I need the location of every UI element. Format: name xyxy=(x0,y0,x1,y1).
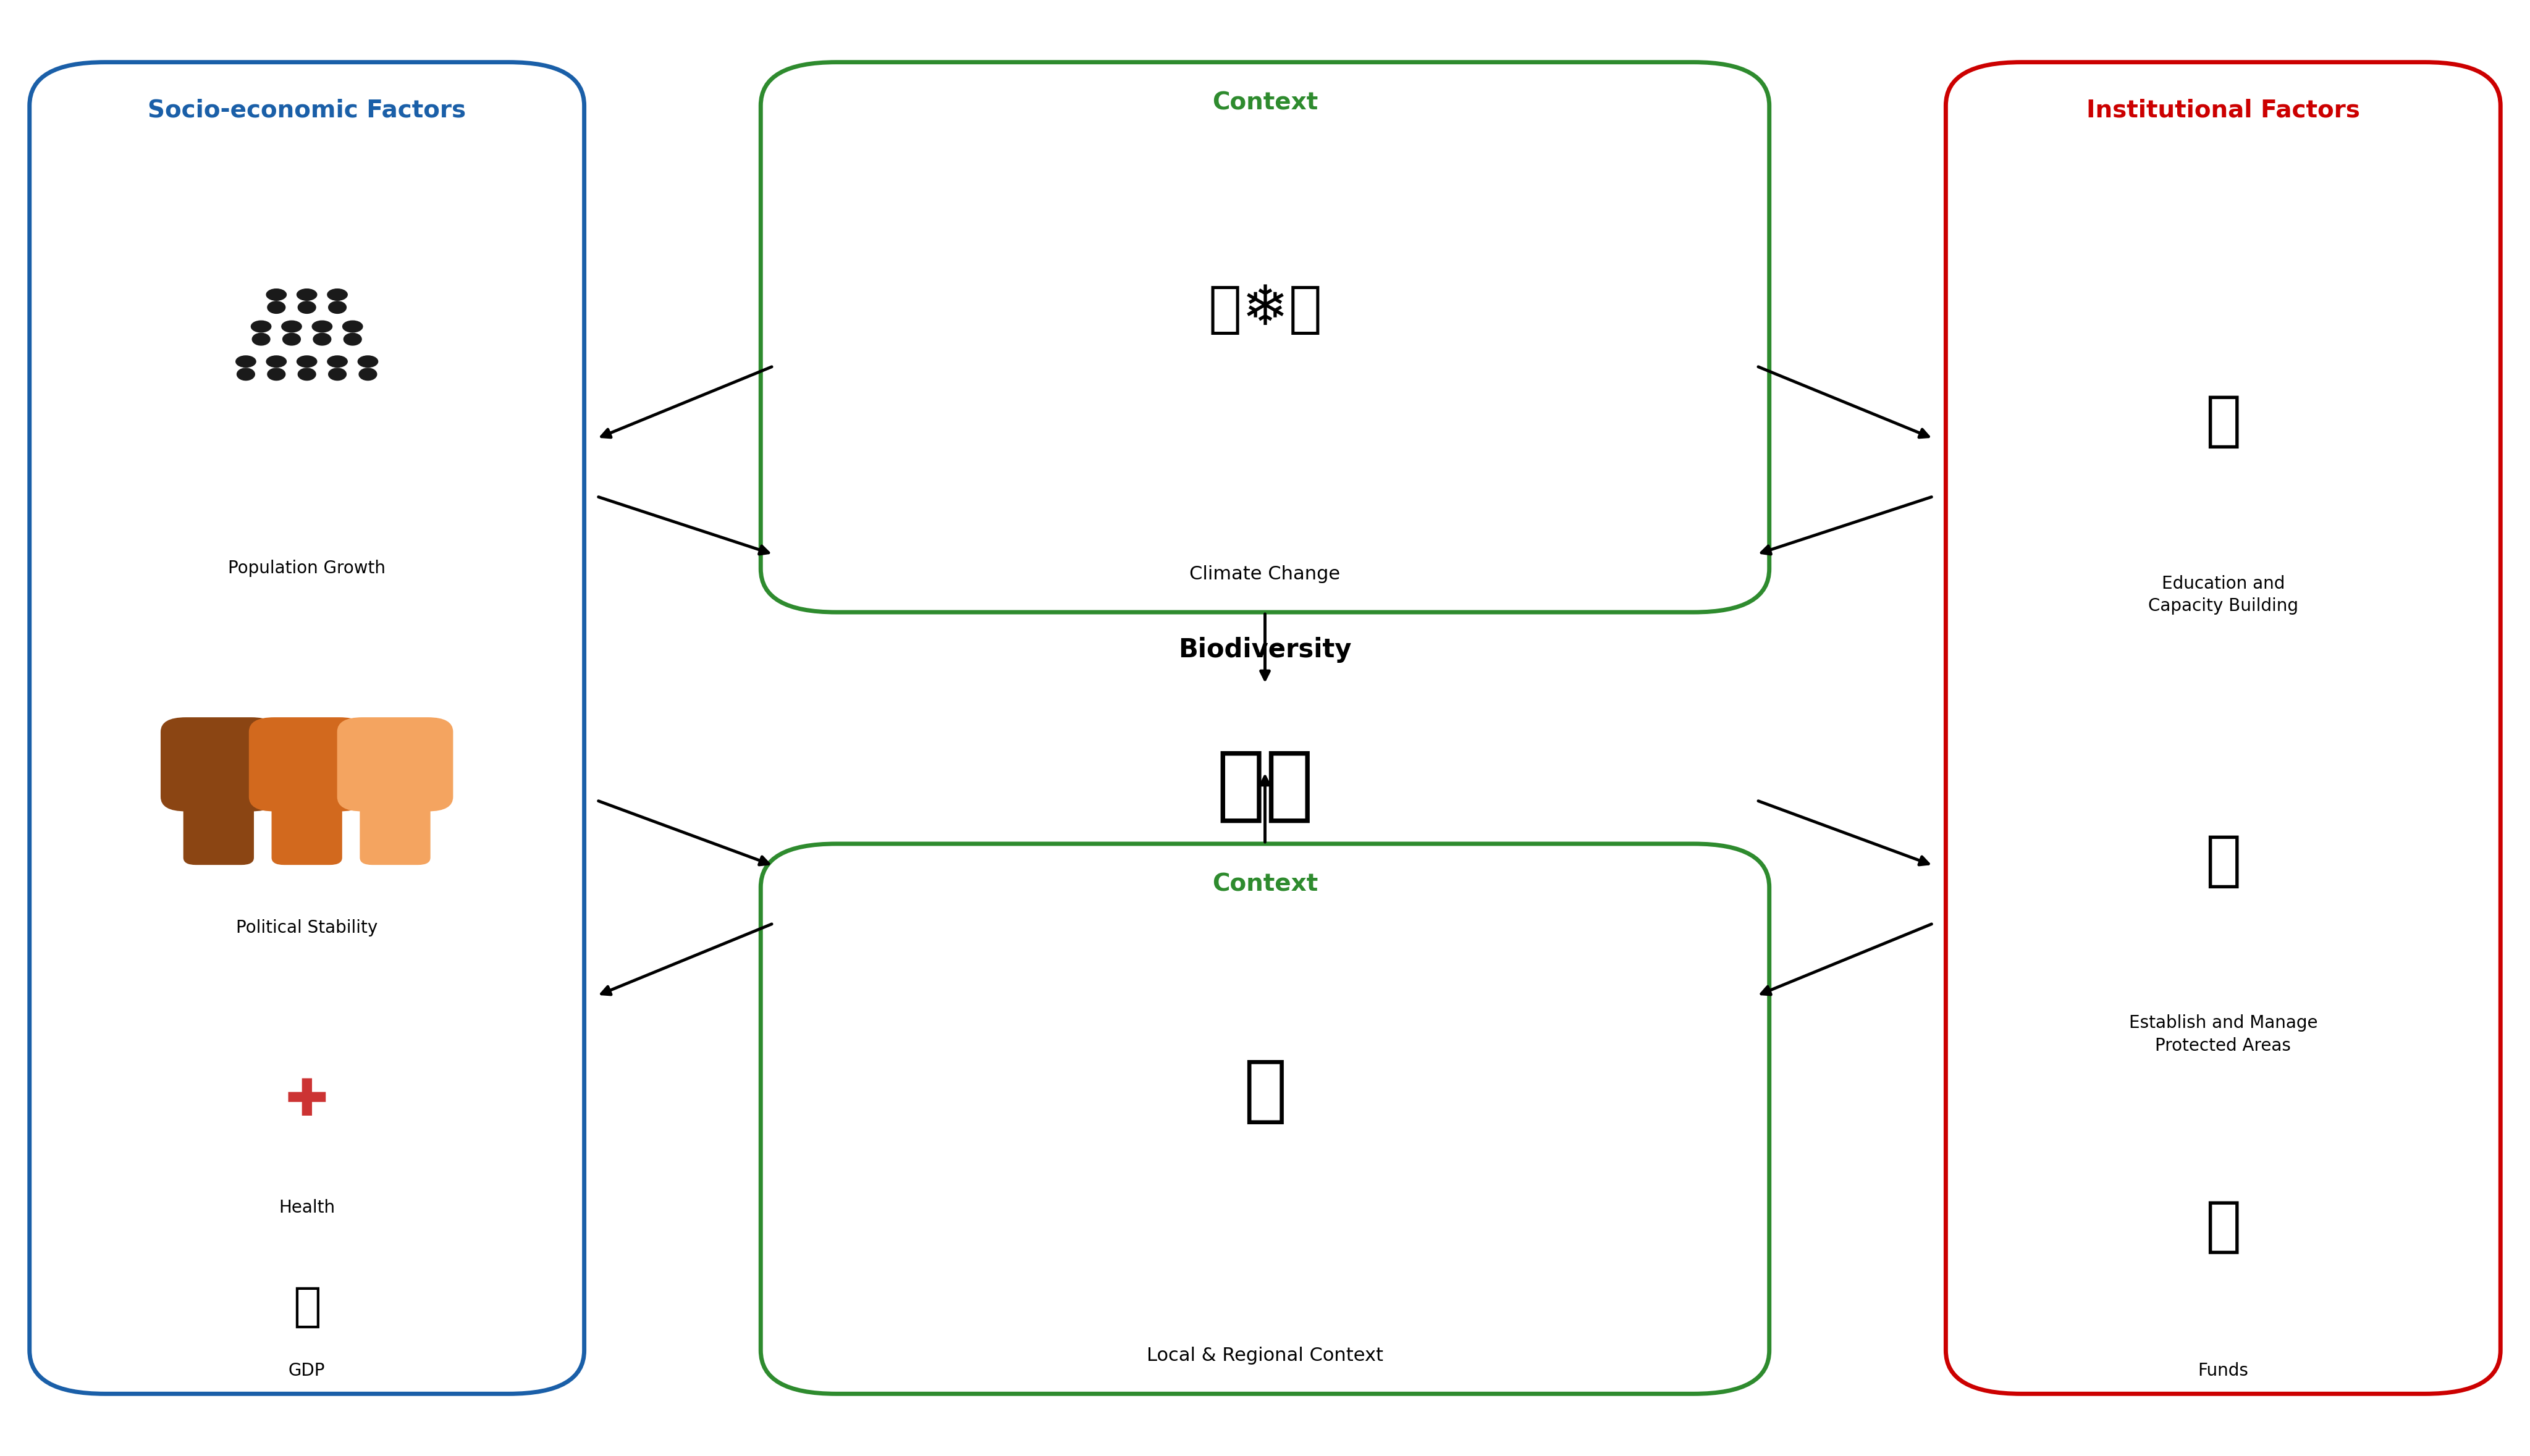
Text: Political Stability: Political Stability xyxy=(235,919,377,936)
Ellipse shape xyxy=(268,368,286,380)
Ellipse shape xyxy=(329,368,347,380)
Text: Context: Context xyxy=(1212,872,1318,897)
Ellipse shape xyxy=(253,333,271,345)
FancyBboxPatch shape xyxy=(1946,63,2500,1393)
Ellipse shape xyxy=(238,368,256,380)
Ellipse shape xyxy=(344,333,362,345)
FancyBboxPatch shape xyxy=(30,63,584,1393)
Text: 🌳🐘: 🌳🐘 xyxy=(1217,747,1313,826)
FancyBboxPatch shape xyxy=(271,794,342,865)
Ellipse shape xyxy=(283,333,301,345)
Text: 🌍❄️🌡️: 🌍❄️🌡️ xyxy=(1209,282,1321,336)
Circle shape xyxy=(296,355,316,367)
Circle shape xyxy=(311,320,331,332)
Text: Institutional Factors: Institutional Factors xyxy=(2087,99,2360,122)
Circle shape xyxy=(281,320,301,332)
Text: 🎓: 🎓 xyxy=(2206,393,2242,450)
Circle shape xyxy=(296,288,316,300)
Text: Health: Health xyxy=(278,1198,334,1216)
Text: 🌲: 🌲 xyxy=(2206,833,2242,890)
FancyBboxPatch shape xyxy=(762,844,1768,1393)
Text: Population Growth: Population Growth xyxy=(228,559,385,577)
Text: Education and
Capacity Building: Education and Capacity Building xyxy=(2148,575,2297,614)
Text: Funds: Funds xyxy=(2199,1361,2249,1379)
Ellipse shape xyxy=(299,368,316,380)
Circle shape xyxy=(357,355,377,367)
Text: Context: Context xyxy=(1212,92,1318,115)
FancyBboxPatch shape xyxy=(248,718,364,811)
FancyBboxPatch shape xyxy=(159,718,276,811)
Circle shape xyxy=(250,320,271,332)
Ellipse shape xyxy=(329,301,347,313)
Circle shape xyxy=(266,355,286,367)
Circle shape xyxy=(326,355,347,367)
Text: 📊: 📊 xyxy=(293,1284,321,1331)
Text: GDP: GDP xyxy=(288,1361,326,1379)
Text: Climate Change: Climate Change xyxy=(1189,565,1341,584)
Text: Socio-economic Factors: Socio-economic Factors xyxy=(147,99,466,122)
Circle shape xyxy=(342,320,362,332)
Text: Biodiversity: Biodiversity xyxy=(1179,636,1351,662)
Ellipse shape xyxy=(299,301,316,313)
Ellipse shape xyxy=(314,333,331,345)
FancyBboxPatch shape xyxy=(336,718,453,811)
FancyBboxPatch shape xyxy=(762,63,1768,612)
FancyBboxPatch shape xyxy=(182,794,253,865)
FancyBboxPatch shape xyxy=(359,794,430,865)
Circle shape xyxy=(266,288,286,300)
Text: 💵: 💵 xyxy=(2206,1198,2242,1257)
Text: Establish and Manage
Protected Areas: Establish and Manage Protected Areas xyxy=(2128,1015,2317,1054)
Circle shape xyxy=(326,288,347,300)
Text: 🌍: 🌍 xyxy=(1242,1056,1288,1127)
Ellipse shape xyxy=(359,368,377,380)
Circle shape xyxy=(235,355,256,367)
Text: Local & Regional Context: Local & Regional Context xyxy=(1146,1347,1384,1364)
Text: ✚: ✚ xyxy=(286,1076,329,1125)
Ellipse shape xyxy=(268,301,286,313)
